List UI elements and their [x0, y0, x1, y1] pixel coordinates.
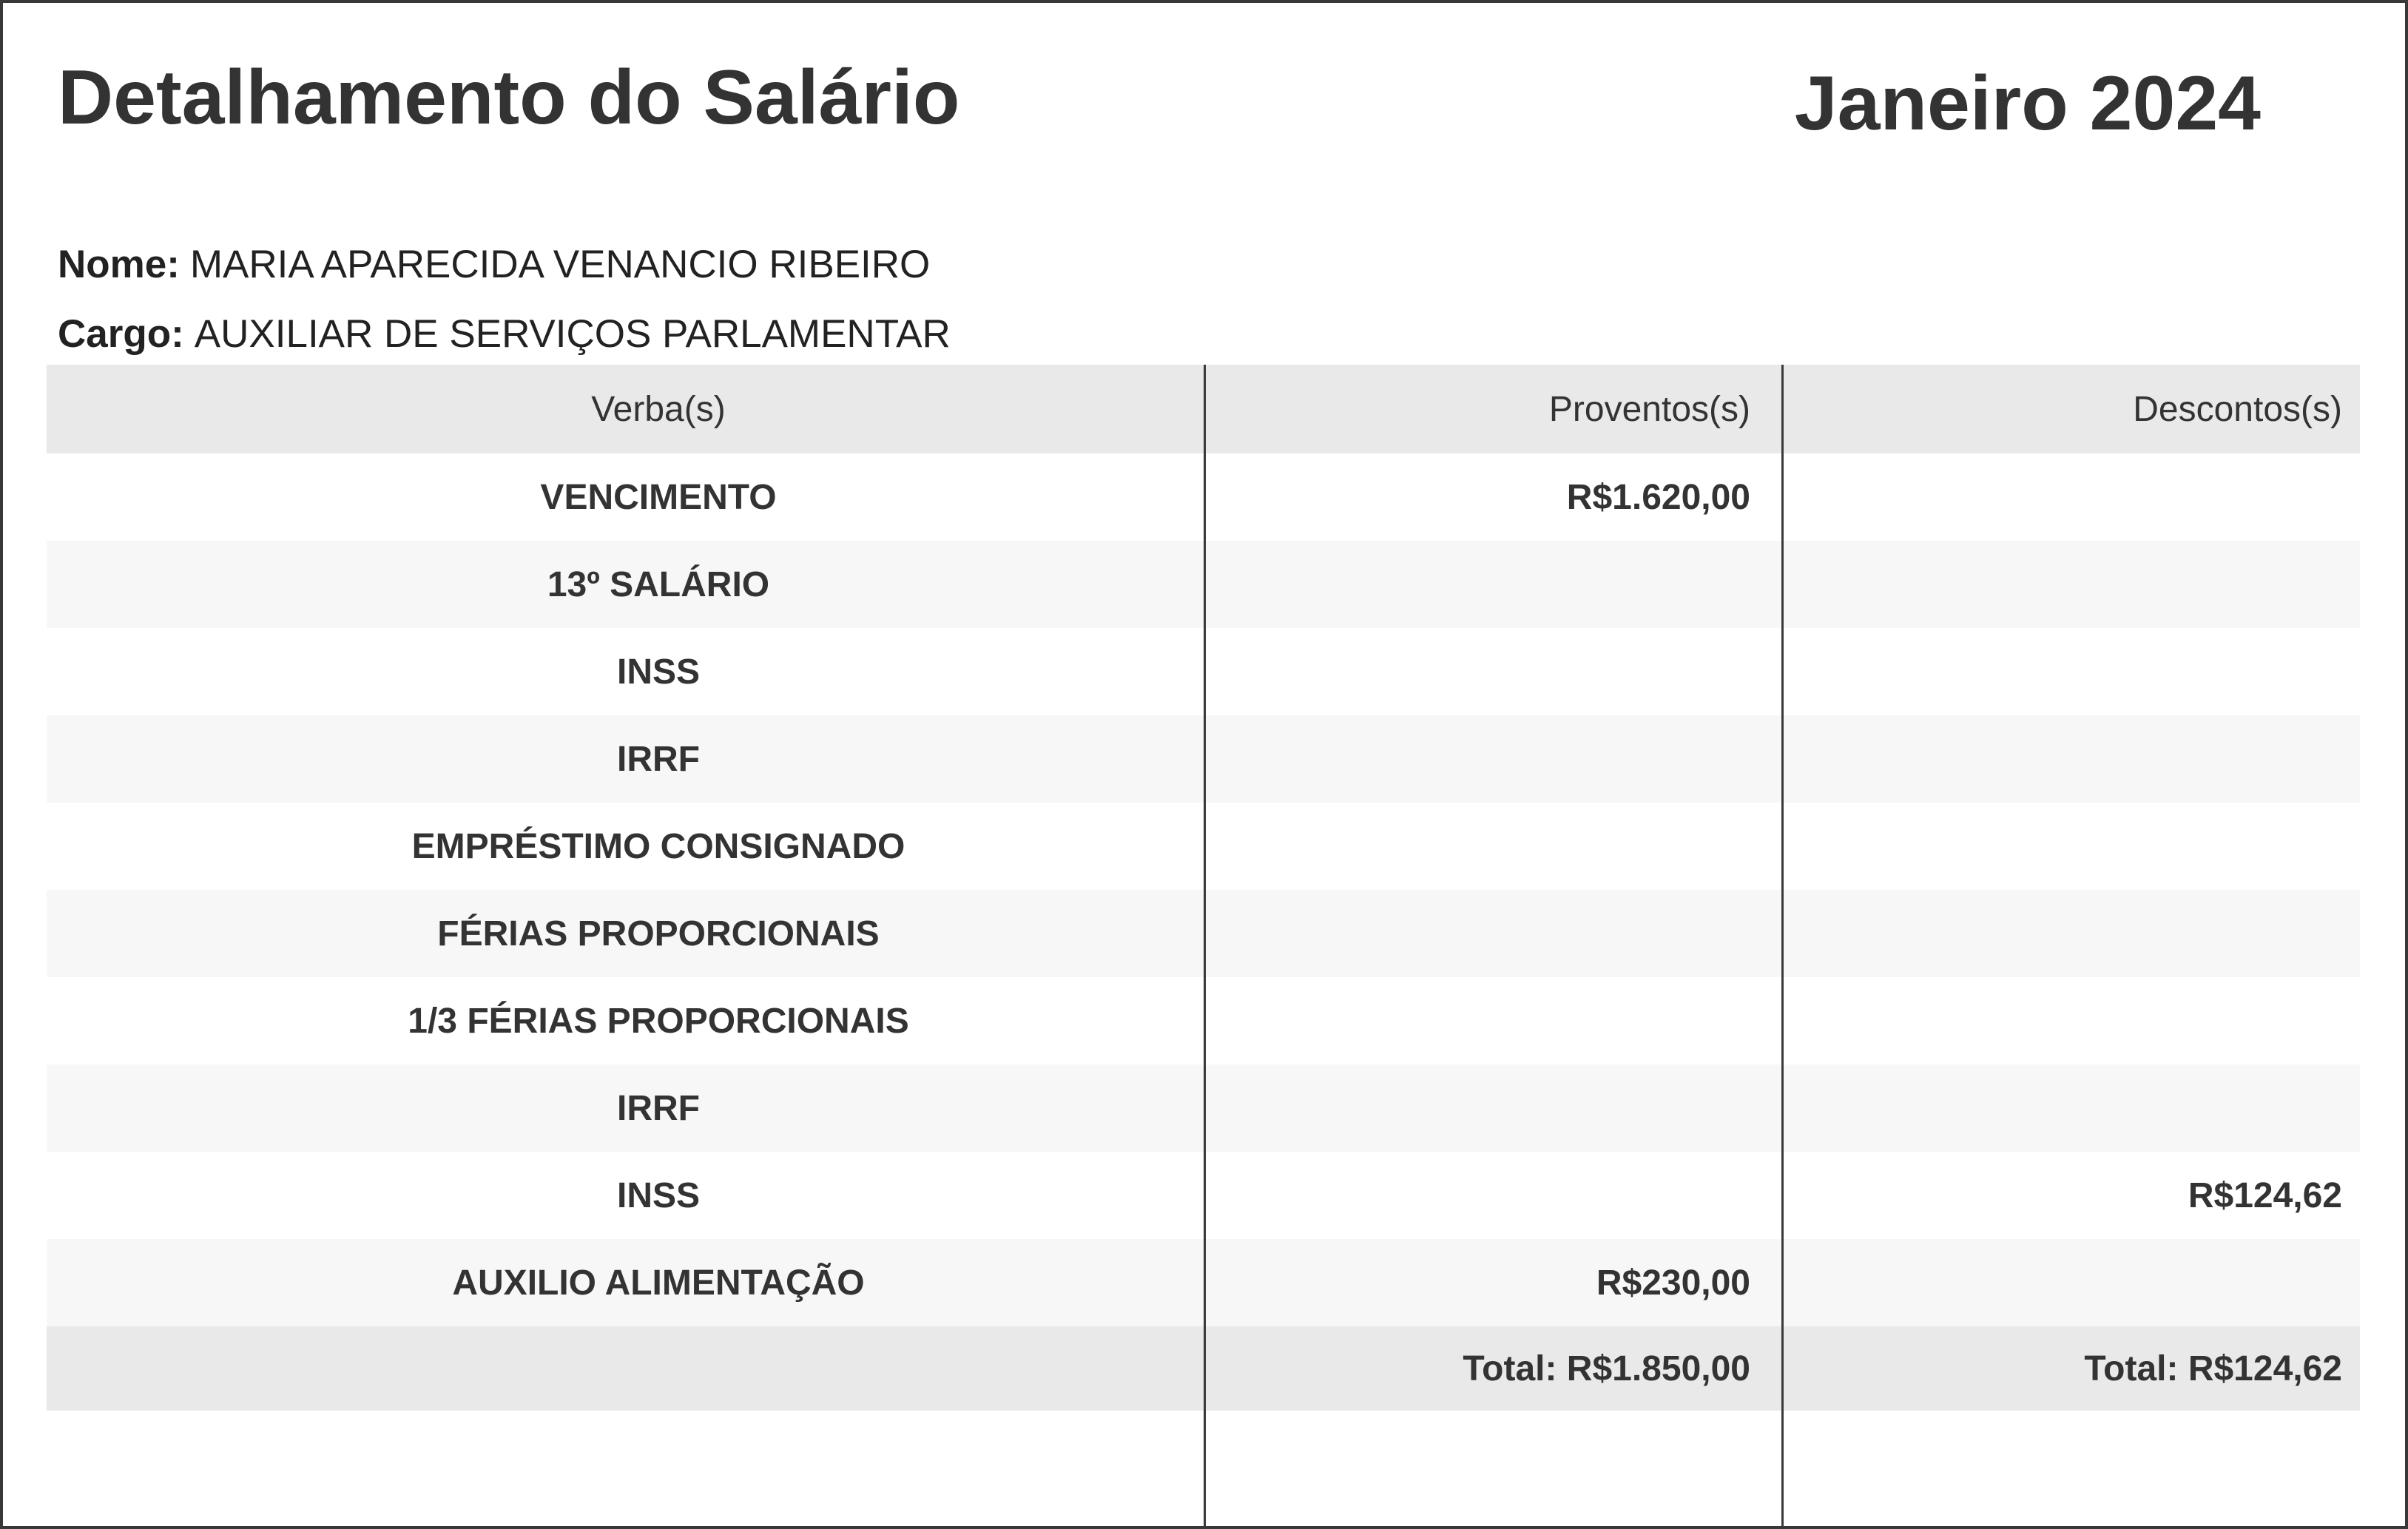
- proventos-cell: [1204, 1064, 1781, 1152]
- descontos-cell: [1781, 1064, 2360, 1152]
- table-row: IRRF: [47, 715, 2360, 803]
- role-label: Cargo:: [58, 312, 184, 356]
- verba-cell: INSS: [616, 652, 701, 692]
- proventos-cell: R$230,00: [1204, 1239, 1781, 1326]
- spacer-descontos-cell: [1781, 1411, 2360, 1526]
- table-bottom-spacer: [47, 1411, 2360, 1526]
- header-proventos: Proventos(s): [1204, 365, 1781, 453]
- verba-cell: 1/3 FÉRIAS PROPORCIONAIS: [408, 1001, 909, 1041]
- table-row: 1/3 FÉRIAS PROPORCIONAIS: [47, 977, 2360, 1064]
- descontos-cell: [1781, 715, 2360, 803]
- proventos-cell: [1204, 1152, 1781, 1239]
- table-row: EMPRÉSTIMO CONSIGNADO: [47, 803, 2360, 890]
- employee-name-line: Nome: MARIA APARECIDA VENANCIO RIBEIRO: [58, 230, 951, 300]
- table-row: 13º SALÁRIO: [47, 541, 2360, 628]
- table-row: IRRF: [47, 1064, 2360, 1152]
- table-row: AUXILIO ALIMENTAÇÃO R$230,00: [47, 1239, 2360, 1326]
- total-descontos-cell: Total: R$124,62: [1781, 1326, 2360, 1411]
- employee-role-line: Cargo: AUXILIAR DE SERVIÇOS PARLAMENTAR: [58, 300, 951, 369]
- verba-cell: IRRF: [617, 1088, 700, 1128]
- total-verba-cell: [47, 1326, 1204, 1411]
- employee-role: AUXILIAR DE SERVIÇOS PARLAMENTAR: [194, 312, 951, 356]
- header-verba: Verba(s): [591, 389, 726, 429]
- employee-name: MARIA APARECIDA VENANCIO RIBEIRO: [189, 243, 931, 286]
- proventos-cell: [1204, 977, 1781, 1064]
- table-row: VENCIMENTO R$1.620,00: [47, 453, 2360, 541]
- descontos-cell: R$124,62: [1781, 1152, 2360, 1239]
- proventos-cell: [1204, 541, 1781, 628]
- spacer-proventos-cell: [1204, 1411, 1781, 1526]
- page-title: Detalhamento do Salário: [58, 55, 960, 141]
- verba-cell: AUXILIO ALIMENTAÇÃO: [452, 1263, 865, 1303]
- total-proventos-cell: Total: R$1.850,00: [1204, 1326, 1781, 1411]
- proventos-cell: [1204, 803, 1781, 890]
- descontos-cell: [1781, 890, 2360, 977]
- table-row: FÉRIAS PROPORCIONAIS: [47, 890, 2360, 977]
- proventos-cell: [1204, 890, 1781, 977]
- verba-cell: IRRF: [617, 739, 700, 779]
- verba-cell: VENCIMENTO: [540, 477, 777, 517]
- table-header-row: Verba(s) Proventos(s) Descontos(s): [47, 365, 2360, 453]
- verba-cell: FÉRIAS PROPORCIONAIS: [437, 914, 880, 953]
- verba-cell: 13º SALÁRIO: [547, 564, 770, 604]
- table-total-row: Total: R$1.850,00 Total: R$124,62: [47, 1326, 2360, 1411]
- header-descontos: Descontos(s): [1781, 365, 2360, 453]
- proventos-cell: [1204, 628, 1781, 715]
- salary-table: Verba(s) Proventos(s) Descontos(s) VENCI…: [47, 365, 2360, 1526]
- table-row: INSS: [47, 628, 2360, 715]
- verba-cell: EMPRÉSTIMO CONSIGNADO: [411, 826, 905, 866]
- descontos-cell: [1781, 977, 2360, 1064]
- descontos-cell: [1781, 628, 2360, 715]
- descontos-cell: [1781, 453, 2360, 541]
- table-row: INSS R$124,62: [47, 1152, 2360, 1239]
- period-label: Janeiro 2024: [1794, 61, 2261, 146]
- spacer-verba-cell: [47, 1411, 1204, 1526]
- employee-info: Nome: MARIA APARECIDA VENANCIO RIBEIRO Ca…: [58, 230, 951, 369]
- name-label: Nome:: [58, 243, 180, 286]
- descontos-cell: [1781, 803, 2360, 890]
- descontos-cell: [1781, 541, 2360, 628]
- proventos-cell: R$1.620,00: [1204, 453, 1781, 541]
- verba-cell: INSS: [616, 1175, 701, 1215]
- proventos-cell: [1204, 715, 1781, 803]
- descontos-cell: [1781, 1239, 2360, 1326]
